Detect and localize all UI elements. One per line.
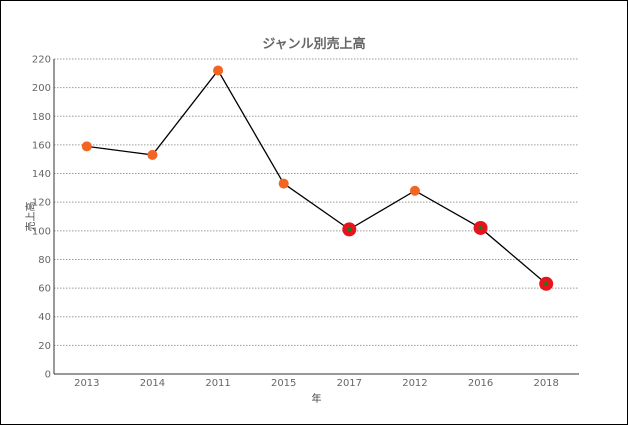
chart-title: ジャンル別売上高: [262, 36, 365, 52]
y-tick-label: 0: [45, 370, 51, 381]
y-tick-label: 40: [38, 312, 51, 323]
x-tick-labels: 2013 2014 2011 2015 2017 2012 2016 2018: [74, 378, 559, 389]
x-tick-label: 2013: [74, 378, 99, 389]
data-point: [213, 65, 224, 76]
x-tick-label: 2015: [271, 378, 296, 389]
data-point-center: [544, 281, 549, 286]
data-point-center: [347, 227, 352, 232]
x-axis-label: 年: [312, 392, 322, 405]
data-point: [278, 178, 289, 189]
data-point: [409, 185, 420, 196]
data-markers: [81, 65, 554, 291]
x-tick-label: 2011: [205, 378, 230, 389]
y-tick-label: 220: [32, 55, 51, 66]
y-tick-labels: 0 20 40 60 80 100 120 140 160 180 200 220: [32, 55, 51, 381]
y-axis-label: 売上高: [24, 202, 37, 232]
x-tick-label: 2012: [402, 378, 427, 389]
y-tick-label: 180: [32, 112, 51, 123]
y-tick-label: 140: [32, 169, 51, 180]
axes: [53, 59, 579, 375]
x-tick-label: 2018: [533, 378, 558, 389]
series-line: [86, 69, 547, 285]
y-tick-label: 120: [32, 198, 51, 209]
x-tick-label: 2014: [140, 378, 165, 389]
y-tick-label: 200: [32, 83, 51, 94]
data-point-center: [478, 225, 483, 230]
y-tick-label: 80: [38, 255, 51, 266]
data-point: [147, 149, 158, 160]
x-tick-label: 2016: [468, 378, 493, 389]
gridlines: [54, 58, 579, 346]
data-point: [81, 141, 92, 152]
y-tick-label: 160: [32, 140, 51, 151]
y-tick-label: 100: [32, 226, 51, 237]
y-tick-label: 20: [38, 341, 51, 352]
x-tick-label: 2017: [337, 378, 362, 389]
y-tick-label: 60: [38, 284, 51, 295]
